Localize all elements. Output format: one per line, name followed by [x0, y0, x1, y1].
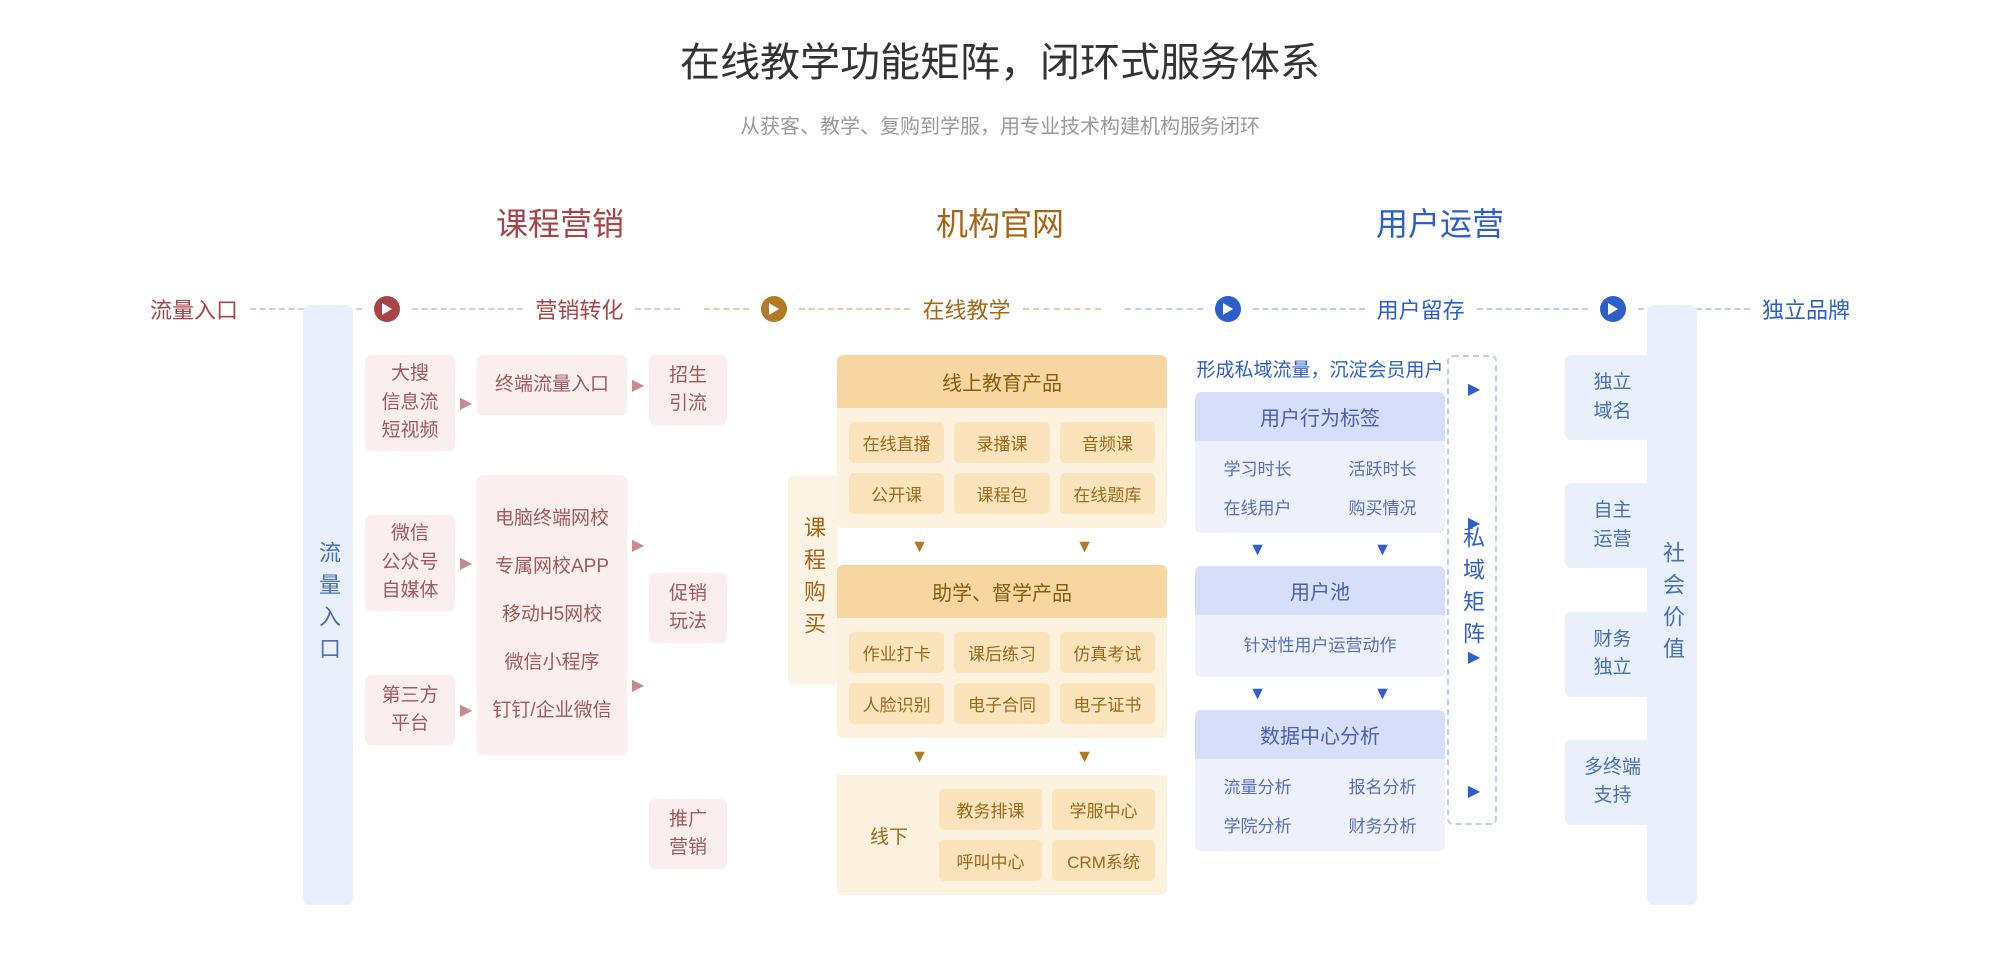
blue-note: 形成私域流量，沉淀会员用户 [1195, 355, 1445, 382]
assist-item: 人脸识别 [849, 683, 944, 724]
offline-item: 呼叫中心 [939, 840, 1042, 881]
action-box: 促销 玩法 [649, 573, 727, 643]
source-box: 第三方 平台 [365, 675, 455, 745]
arrow-right-icon: ▶ [455, 553, 477, 573]
brand-box: 自主 运营 [1565, 483, 1660, 568]
main-title: 在线教学功能矩阵，闭环式服务体系 [0, 0, 2000, 88]
arrow-right-icon: ▶ [1463, 513, 1485, 533]
analysis-head: 数据中心分析 [1195, 710, 1445, 759]
arrow-right-icon: ▶ [627, 375, 649, 395]
arrow-right-icon: ▶ [1463, 647, 1485, 667]
terminal-item: 移动H5网校 [502, 601, 602, 630]
assist-product-head: 助学、督学产品 [837, 565, 1167, 618]
brand-boxes: 独立 域名 自主 运营 财务 独立 多终端 支持 [1565, 355, 1660, 825]
pool-body: 针对性用户运营动作 [1195, 615, 1445, 677]
stage-retention: 用户留存 [1377, 293, 1465, 325]
arrow-down-icon: ▼▼ [837, 738, 1167, 775]
online-product-head: 线上教育产品 [837, 355, 1167, 408]
behavior-item: 购买情况 [1330, 494, 1435, 519]
terminal-item: 微信小程序 [504, 649, 599, 678]
assist-item: 课后练习 [954, 632, 1049, 673]
play-icon [1600, 296, 1626, 322]
play-icon [761, 296, 787, 322]
brand-box: 独立 域名 [1565, 355, 1660, 440]
stage-conversion: 营销转化 [535, 293, 623, 325]
offline-body: 线下 教务排课 学服中心 呼叫中心 CRM系统 [837, 775, 1167, 895]
action-box: 招生 引流 [649, 355, 727, 425]
play-icon [1215, 296, 1241, 322]
arrow-down-icon: ▼▼ [1195, 677, 1445, 710]
teaching-group: 线上教育产品 在线直播 录播课 音频课 公开课 课程包 在线题库 ▼▼ 助学、督… [837, 355, 1167, 895]
arrow-right-icon: ▶ [1463, 379, 1485, 399]
behavior-head: 用户行为标签 [1195, 392, 1445, 441]
behavior-item: 在线用户 [1205, 494, 1310, 519]
stage-traffic: 流量入口 [150, 293, 238, 325]
product-item: 音频课 [1060, 422, 1155, 463]
source-box: 大搜 信息流 短视频 [365, 355, 455, 451]
terminal-head: 终端流量入口 [477, 355, 627, 415]
arrow-right-icon: ▶▶ [627, 535, 649, 695]
operation-group: 形成私域流量，沉淀会员用户 用户行为标签 学习时长 活跃时长 在线用户 购买情况… [1195, 355, 1445, 895]
analysis-item: 报名分析 [1330, 773, 1435, 798]
brand-box: 财务 独立 [1565, 612, 1660, 697]
marketing-group: 大搜 信息流 短视频 ▶ 微信 公众号 自媒体 ▶ 第三方 平台 ▶ 终端流量入… [365, 355, 727, 895]
section-header-row: 课程营销 机构官网 用户运营 [0, 199, 2000, 245]
terminal-list: 电脑终端网校 专属网校APP 移动H5网校 微信小程序 钉钉/企业微信 [477, 475, 627, 755]
action-box: 推广 营销 [649, 799, 727, 869]
offline-item: 学服中心 [1052, 789, 1155, 830]
offline-item: CRM系统 [1052, 840, 1155, 881]
assist-item: 作业打卡 [849, 632, 944, 673]
online-product-body: 在线直播 录播课 音频课 公开课 课程包 在线题库 [837, 408, 1167, 528]
analysis-item: 财务分析 [1330, 812, 1435, 837]
stage-row: 流量入口 营销转化 在线教学 用户留存 独立品牌 [0, 293, 2000, 325]
analysis-item: 流量分析 [1205, 773, 1310, 798]
terminal-item: 专属网校APP [495, 553, 609, 582]
terminal-item: 电脑终端网校 [495, 505, 609, 534]
product-item: 在线题库 [1060, 473, 1155, 514]
assist-item: 电子合同 [954, 683, 1049, 724]
subtitle: 从获客、教学、复购到学服，用专业技术构建机构服务闭环 [0, 110, 2000, 139]
assist-item: 仿真考试 [1060, 632, 1155, 673]
offline-label: 线下 [849, 822, 929, 849]
arrow-right-icon: ▶ [455, 700, 477, 720]
behavior-body: 学习时长 活跃时长 在线用户 购买情况 [1195, 441, 1445, 533]
section-website: 机构官网 [780, 199, 1220, 245]
offline-item: 教务排课 [939, 789, 1042, 830]
behavior-item: 学习时长 [1205, 455, 1310, 480]
pillar-entry: 流量入口 [303, 305, 353, 905]
analysis-body: 流量分析 报名分析 学院分析 财务分析 [1195, 759, 1445, 851]
stage-teaching: 在线教学 [922, 293, 1010, 325]
arrow-right-icon: ▶ [1463, 781, 1485, 801]
product-item: 在线直播 [849, 422, 944, 463]
arrow-right-icon: ▶ [455, 393, 477, 413]
product-item: 录播课 [954, 422, 1049, 463]
play-icon [374, 296, 400, 322]
arrow-down-icon: ▼▼ [1195, 533, 1445, 566]
behavior-item: 活跃时长 [1330, 455, 1435, 480]
section-marketing: 课程营销 [340, 199, 780, 245]
pool-head: 用户池 [1195, 566, 1445, 615]
assist-item: 电子证书 [1060, 683, 1155, 724]
stage-brand: 独立品牌 [1762, 293, 1850, 325]
source-box: 微信 公众号 自媒体 [365, 515, 455, 611]
terminal-item: 钉钉/企业微信 [492, 697, 611, 726]
brand-box: 多终端 支持 [1565, 740, 1660, 825]
arrow-down-icon: ▼▼ [837, 528, 1167, 565]
product-item: 公开课 [849, 473, 944, 514]
product-item: 课程包 [954, 473, 1049, 514]
analysis-item: 学院分析 [1205, 812, 1310, 837]
brand-arrows: ▶ ▶ ▶ ▶ [1463, 355, 1485, 825]
section-operation: 用户运营 [1220, 199, 1660, 245]
assist-product-body: 作业打卡 课后练习 仿真考试 人脸识别 电子合同 电子证书 [837, 618, 1167, 738]
